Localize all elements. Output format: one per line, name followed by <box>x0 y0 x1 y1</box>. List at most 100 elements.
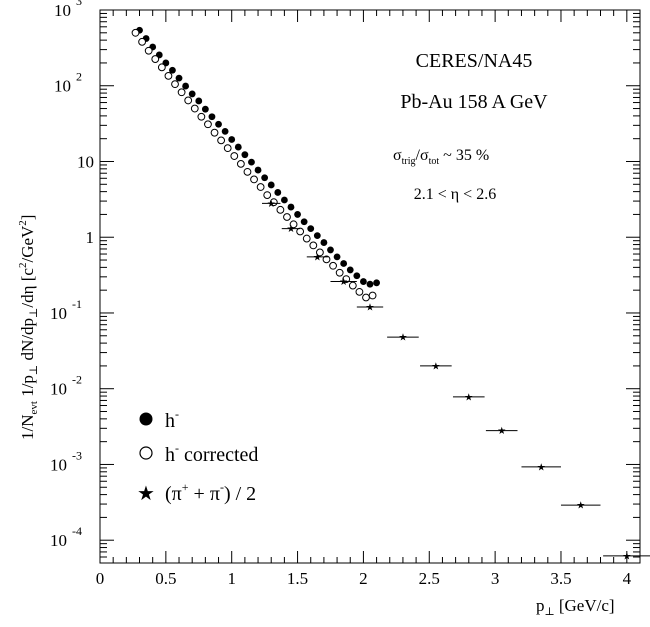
point-h-minus-corrected <box>177 88 186 97</box>
point-h-minus-corrected <box>355 287 364 296</box>
point-h-minus-corrected <box>204 120 212 129</box>
point-h-minus-corrected <box>342 275 351 284</box>
legend-label-pion-average: (π+ + π-) / 2 <box>165 480 256 505</box>
y-tick-label: 1 <box>86 228 95 247</box>
point-h-minus <box>346 266 354 274</box>
point-h-minus-corrected <box>250 175 258 184</box>
point-h-minus <box>221 127 229 135</box>
y-tick-label: 10 <box>77 152 94 171</box>
point-h-minus-corrected <box>322 255 331 264</box>
point-h-minus <box>300 218 308 226</box>
annotation-collision-system: Pb-Au 158 A GeV <box>400 91 548 113</box>
point-h-minus <box>169 66 176 74</box>
point-pion-average: ★ <box>431 361 440 372</box>
point-h-minus-corrected <box>210 128 219 137</box>
point-h-minus-corrected <box>197 112 206 121</box>
point-pion-average: ★ <box>576 501 585 512</box>
point-h-minus <box>195 97 203 105</box>
point-h-minus <box>333 253 341 261</box>
axis-ticks <box>99 9 641 564</box>
x-tick-label: 1.5 <box>287 569 308 588</box>
point-h-minus <box>307 225 315 232</box>
point-pion-average: ★ <box>622 551 631 562</box>
x-tick-label: 0 <box>96 569 105 588</box>
point-h-minus-corrected <box>164 71 173 80</box>
point-h-minus <box>280 196 288 204</box>
point-h-minus-corrected <box>243 167 252 176</box>
point-h-minus <box>360 278 367 285</box>
x-tick-label: 1 <box>227 569 236 588</box>
y-tick-label: 10 2 <box>54 70 82 96</box>
x-tick-labels: 0 0.5 1 1.5 2 2.5 3 3.5 4 <box>96 569 632 588</box>
point-h-minus <box>241 151 249 159</box>
point-h-minus <box>294 211 301 218</box>
point-pion-average: ★ <box>313 252 322 263</box>
point-h-minus-corrected <box>368 291 377 300</box>
y-tick-label: 10 -3 <box>50 448 82 474</box>
point-h-minus-corrected <box>131 28 140 37</box>
point-pion-average: ★ <box>398 333 407 344</box>
point-h-minus <box>274 189 282 196</box>
point-pion-average: ★ <box>537 462 546 473</box>
point-h-minus-corrected <box>263 191 272 199</box>
point-h-minus <box>373 279 380 287</box>
point-h-minus-corrected <box>362 293 370 302</box>
x-tick-label: 2 <box>359 569 368 588</box>
point-h-minus-corrected <box>276 205 285 214</box>
point-h-minus <box>228 136 236 143</box>
x-tick-label: 3 <box>491 569 500 588</box>
point-h-minus <box>313 232 321 240</box>
point-h-minus <box>248 158 255 166</box>
annotation-eta-range: 2.1 < η < 2.6 <box>414 186 496 203</box>
point-pion-average: ★ <box>339 277 348 288</box>
point-h-minus-corrected <box>230 152 239 160</box>
point-h-minus <box>188 90 196 98</box>
legend-label-h-minus: h- <box>165 407 179 432</box>
point-h-minus <box>208 113 216 121</box>
legend: h- h- corrected ★ (π+ + π-) / 2 <box>137 407 258 505</box>
point-h-minus-corrected <box>289 220 298 229</box>
point-h-minus <box>366 280 374 288</box>
point-h-minus-corrected <box>335 268 344 277</box>
y-tick-label: 10 -1 <box>50 297 82 323</box>
point-h-minus-corrected <box>157 63 166 72</box>
point-h-minus <box>261 174 269 182</box>
point-h-minus <box>320 239 328 246</box>
point-h-minus <box>340 260 348 267</box>
point-h-minus-corrected <box>256 183 265 191</box>
legend-marker-pion-average: ★ <box>137 483 155 505</box>
x-tick-label: 2.5 <box>419 569 440 588</box>
point-h-minus <box>287 203 295 211</box>
point-h-minus-corrected <box>184 96 193 105</box>
point-h-minus-corrected <box>236 159 245 168</box>
plot-frame <box>99 9 641 564</box>
point-h-minus-corrected <box>269 198 278 207</box>
y-tick-label: 10 -2 <box>50 373 82 399</box>
x-tick-label: 4 <box>623 569 632 588</box>
x-tick-label: 3.5 <box>550 569 571 588</box>
legend-marker-h-minus <box>139 412 153 426</box>
data-markers: ★ ★ ★ ★ ★ ★ ★ ★ ★ ★ ★ ★ <box>131 26 650 562</box>
point-h-minus <box>254 166 262 174</box>
point-h-minus <box>234 143 242 151</box>
point-h-minus-corrected <box>316 248 324 257</box>
point-h-minus-corrected <box>171 80 179 89</box>
y-axis-label: 1/Nevt 1/p⊥ dN/dp⊥/dη [c2/GeV2] <box>17 215 40 440</box>
point-h-minus <box>215 120 222 128</box>
point-pion-average: ★ <box>497 426 506 437</box>
point-h-minus-corrected <box>217 136 226 145</box>
annotation-experiment: CERES/NA45 <box>416 50 533 72</box>
point-h-minus-corrected <box>138 37 146 46</box>
x-tick-label: 0.5 <box>155 569 176 588</box>
point-h-minus-corrected <box>296 227 305 236</box>
point-h-minus <box>175 74 183 82</box>
point-h-minus-corrected <box>144 46 153 55</box>
point-pion-average: ★ <box>366 302 375 313</box>
point-h-minus-corrected <box>223 144 232 153</box>
point-h-minus-corrected <box>329 261 337 270</box>
x-axis-label: p⊥ [GeV/c] <box>536 596 615 618</box>
point-h-minus-corrected <box>302 234 311 243</box>
point-h-minus-corrected <box>309 241 318 250</box>
